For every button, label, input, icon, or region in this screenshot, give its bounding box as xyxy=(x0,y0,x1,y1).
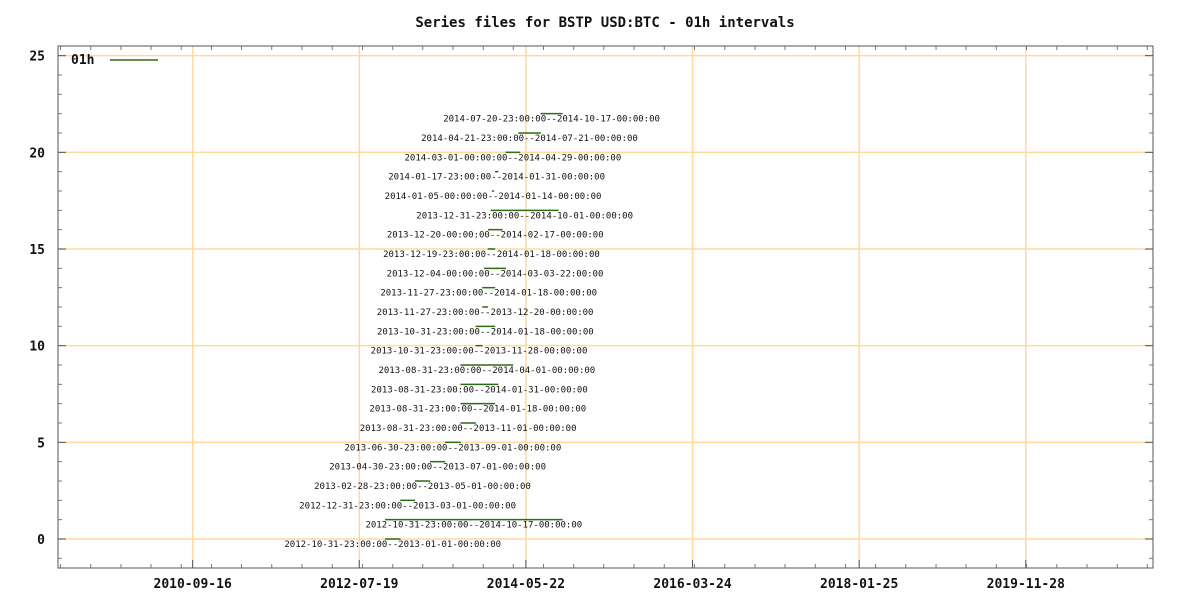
legend: 01h xyxy=(71,53,158,68)
series-bar-label: 2013-10-31-23:00:00--2013-11-28-00:00:00 xyxy=(371,347,588,357)
x-tick-label: 2010-09-16 xyxy=(154,577,232,592)
axis-ticks: 2010-09-16 2012-07-19 2014-05-22 2016-03-24… xyxy=(29,46,1153,592)
legend-label: 01h xyxy=(71,53,94,68)
x-tick-label: 2012-07-19 xyxy=(320,577,398,592)
y-tick-label: 0 xyxy=(37,533,45,548)
series-bar-label: 2013-08-31-23:00:00--2014-01-31-00:00:00 xyxy=(371,385,588,395)
x-tick-label: 2016-03-24 xyxy=(653,577,731,592)
series-bar-label: 2013-11-27-23:00:00--2013-12-20-00:00:00 xyxy=(377,308,594,318)
series-bar-label: 2013-06-30-23:00:00--2013-09-01-00:00:00 xyxy=(345,443,562,453)
series-bar-label: 2013-08-31-23:00:00--2013-11-01-00:00:00 xyxy=(360,424,577,434)
series-bar-label: 2013-12-04-00:00:00--2014-03-03-22:00:00 xyxy=(387,269,604,279)
series-bar-label: 2012-10-31-23:00:00--2013-01-01-00:00:00 xyxy=(284,540,501,550)
series-bar-label: 2014-03-01-00:00:00--2014-04-29-00:00:00 xyxy=(405,153,622,163)
chart-title: Series files for BSTP USD:BTC - 01h inte… xyxy=(415,15,794,31)
series-bar-label: 2012-12-31-23:00:00--2013-03-01-00:00:00 xyxy=(299,501,516,511)
series-bar-label: 2013-12-20-00:00:00--2014-02-17-00:00:00 xyxy=(387,231,604,241)
series-bars: 2012-10-31-23:00:00--2013-01-01-00:00:00… xyxy=(284,112,660,550)
series-bar-label: 2013-12-19-23:00:00--2014-01-18-00:00:00 xyxy=(383,250,600,260)
y-tick-label: 15 xyxy=(29,243,45,258)
series-bar-label: 2013-08-31-23:00:00--2014-01-18-00:00:00 xyxy=(369,405,586,415)
series-bar-label: 2014-01-05-00:00:00--2014-01-14-00:00:00 xyxy=(385,192,602,202)
series-bar-label: 2013-12-31-23:00:00--2014-10-01-00:00:00 xyxy=(416,211,633,221)
x-tick-label: 2014-05-22 xyxy=(487,577,565,592)
series-bar-label: 2013-08-31-23:00:00--2014-04-01-00:00:00 xyxy=(378,366,595,376)
series-bar-label: 2014-01-17-23:00:00--2014-01-31-00:00:00 xyxy=(388,173,605,183)
y-tick-label: 25 xyxy=(29,50,45,65)
series-bar-label: 2012-10-31-23:00:00--2014-10-17-00:00:00 xyxy=(365,521,582,531)
y-tick-label: 5 xyxy=(37,436,45,451)
y-tick-label: 20 xyxy=(29,146,45,161)
series-bar-label: 2013-04-30-23:00:00--2013-07-01-00:00:00 xyxy=(329,463,546,473)
series-bar-label: 2013-02-28-23:00:00--2013-05-01-00:00:00 xyxy=(314,482,531,492)
series-bar-label: 2013-10-31-23:00:00--2014-01-18-00:00:00 xyxy=(377,327,594,337)
series-bar-label: 2014-07-20-23:00:00--2014-10-17-00:00:00 xyxy=(443,115,660,125)
series-bar-label: 2013-11-27-23:00:00--2014-01-18-00:00:00 xyxy=(380,289,597,299)
y-tick-label: 10 xyxy=(29,340,45,355)
x-tick-label: 2018-01-25 xyxy=(820,577,898,592)
x-tick-label: 2019-11-28 xyxy=(987,577,1065,592)
series-bar-label: 2014-04-21-23:00:00--2014-07-21-00:00:00 xyxy=(421,134,638,144)
